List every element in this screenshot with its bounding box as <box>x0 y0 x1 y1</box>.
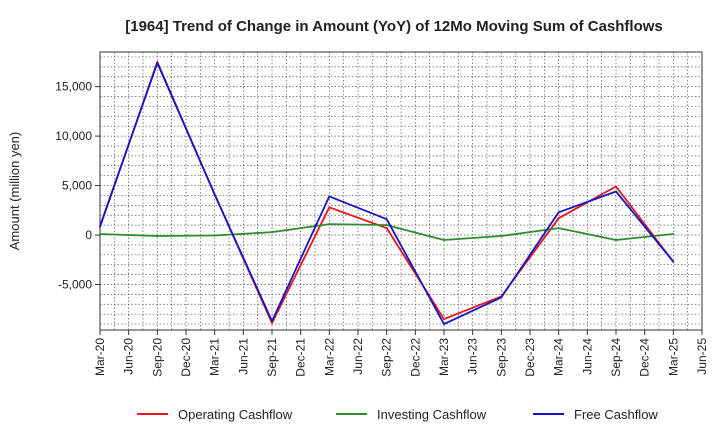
data-point-investing-cashflow <box>615 239 617 241</box>
x-tick-label: Sep-20 <box>150 338 164 377</box>
x-tick-label: Sep-21 <box>265 338 279 377</box>
data-point-free-cashflow <box>213 193 216 196</box>
data-point-investing-cashflow <box>385 224 388 227</box>
x-tick-label: Sep-22 <box>380 338 394 377</box>
series-lines <box>99 60 675 326</box>
plot-frame <box>99 51 703 331</box>
x-tick-label: Sep-23 <box>494 338 508 377</box>
data-point-free-cashflow <box>271 320 273 322</box>
data-point-free-cashflow <box>500 296 503 299</box>
legend-label-free-cashflow: Free Cashflow <box>574 407 658 422</box>
x-tick-label: Dec-21 <box>294 338 308 377</box>
x-tick-label: Mar-25 <box>666 338 680 376</box>
x-tick-label: Mar-20 <box>93 338 107 376</box>
data-point-free-cashflow <box>156 61 159 64</box>
data-point-free-cashflow <box>99 225 101 228</box>
data-point-free-cashflow <box>443 323 445 325</box>
data-point-operating-cashflow <box>328 206 331 209</box>
data-point-investing-cashflow <box>156 235 159 237</box>
x-tick-label: Jun-23 <box>466 338 480 375</box>
x-tick-label: Dec-24 <box>638 338 652 377</box>
x-tick-label: Sep-24 <box>609 338 623 377</box>
data-point-free-cashflow <box>557 211 560 214</box>
data-point-investing-cashflow <box>99 233 101 235</box>
data-point-investing-cashflow <box>500 235 503 237</box>
data-point-investing-cashflow <box>213 234 216 237</box>
grid <box>99 52 703 330</box>
data-point-operating-cashflow <box>557 217 560 220</box>
x-tick-label: Jun-25 <box>695 338 709 375</box>
data-point-investing-cashflow <box>271 231 273 233</box>
data-point-free-cashflow <box>328 195 331 198</box>
x-tick-label: Mar-23 <box>437 338 451 376</box>
data-point-investing-cashflow <box>443 239 445 241</box>
y-tick-label: -5,000 <box>58 277 92 291</box>
data-point-free-cashflow <box>385 218 388 221</box>
y-tick-label: 0 <box>85 228 92 242</box>
data-point-investing-cashflow <box>672 233 675 235</box>
y-tick-label: 5,000 <box>62 179 92 193</box>
x-tick-label: Jun-22 <box>351 338 365 375</box>
data-point-operating-cashflow <box>615 185 617 188</box>
data-point-investing-cashflow <box>328 223 331 226</box>
x-tick-label: Mar-22 <box>322 338 336 376</box>
x-tick-label: Jun-20 <box>122 338 136 375</box>
x-tick-label: Mar-24 <box>552 338 566 376</box>
x-tick-label: Dec-22 <box>408 338 422 377</box>
y-tick-label: 15,000 <box>55 80 92 94</box>
y-axis-label: Amount (million yen) <box>7 132 22 251</box>
x-tick-label: Jun-24 <box>580 338 594 375</box>
legend: Operating Cashflow Investing Cashflow Free… <box>137 407 658 422</box>
x-tick-label: Dec-20 <box>179 338 193 377</box>
y-tick-label: 10,000 <box>55 129 92 143</box>
chart-title: [1964] Trend of Change in Amount (YoY) o… <box>125 18 663 35</box>
data-point-free-cashflow <box>672 260 675 263</box>
x-tick-label: Dec-23 <box>523 338 537 377</box>
data-point-operating-cashflow <box>443 318 445 321</box>
data-point-investing-cashflow <box>557 227 560 229</box>
axes: 15,000 10,000 5,000 0 -5,000 Mar-20 Jun-20 Sep-… <box>55 51 709 377</box>
x-tick-label: Mar-21 <box>208 338 222 376</box>
legend-label-investing-cashflow: Investing Cashflow <box>377 407 487 422</box>
data-point-operating-cashflow <box>385 227 388 229</box>
data-point-operating-cashflow <box>271 322 273 324</box>
x-tick-label: Jun-21 <box>236 338 250 375</box>
legend-label-operating-cashflow: Operating Cashflow <box>178 407 293 422</box>
data-point-free-cashflow <box>615 190 617 193</box>
